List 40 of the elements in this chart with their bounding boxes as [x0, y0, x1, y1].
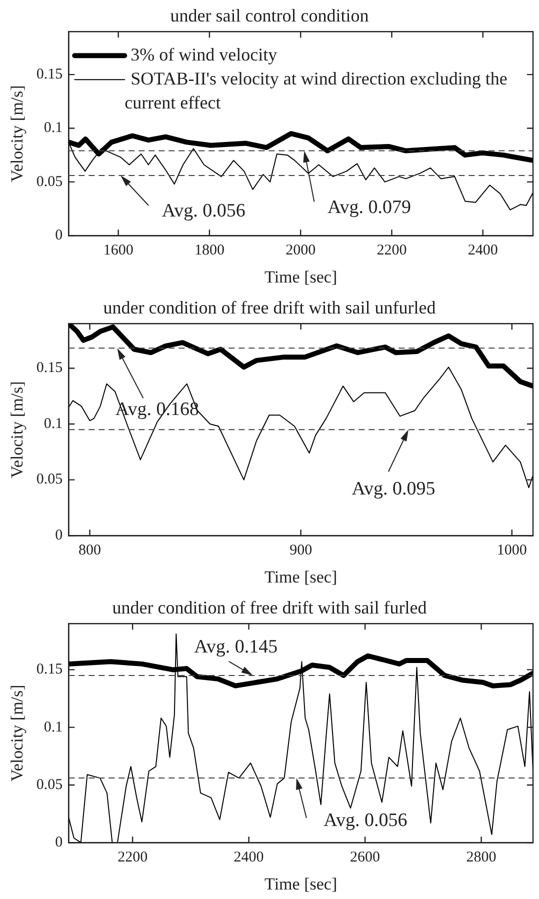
- chart-title: under condition of free drift with sail unfurled: [103, 298, 436, 318]
- y-tick-label: 0.05: [36, 472, 63, 488]
- y-tick-label: 0.15: [36, 66, 63, 82]
- x-tick-label: 1800: [194, 242, 224, 259]
- x-tick-label: 2400: [468, 242, 498, 259]
- x-tick-label: 2800: [466, 850, 496, 866]
- x-axis-title: Time [sec]: [264, 267, 338, 286]
- y-tick-label: 0: [55, 228, 63, 244]
- chart-title: under condition of free drift with sail furled: [112, 598, 427, 618]
- x-tick-label: 1000: [496, 542, 527, 559]
- y-axis-title: Velocity [m/s]: [8, 684, 27, 782]
- annotation: Avg. 0.056: [162, 200, 246, 222]
- y-tick-label: 0.15: [36, 662, 63, 678]
- y-tick-label: 0.15: [36, 360, 63, 376]
- annotation: Avg. 0.079: [327, 196, 412, 218]
- y-tick-label: 0.1: [44, 120, 63, 136]
- x-tick-label: 2200: [118, 850, 148, 866]
- annotation: Avg. 0.056: [324, 810, 408, 832]
- y-axis-title: Velocity [m/s]: [8, 85, 27, 182]
- y-axis-title: Velocity [m/s]: [8, 381, 27, 478]
- x-tick-label: 900: [290, 542, 312, 559]
- x-axis-title: Time [sec]: [264, 567, 338, 586]
- x-tick-label: 2200: [376, 242, 407, 259]
- y-tick-label: 0: [55, 528, 63, 544]
- legend-label: 3% of wind velocity: [130, 44, 278, 64]
- x-tick-label: 2400: [234, 850, 264, 866]
- x-tick-label: 2600: [350, 850, 380, 866]
- legend-label: SOTAB-II's velocity at wind direction excluding the current effect: [124, 68, 508, 112]
- x-tick-label: 1600: [103, 242, 134, 259]
- chart-title: under sail control condition: [170, 6, 369, 26]
- y-tick-label: 0.05: [36, 174, 63, 190]
- y-tick-label: 0.1: [44, 719, 63, 736]
- y-tick-label: 0.1: [44, 416, 63, 432]
- x-tick-label: 2000: [286, 242, 316, 259]
- x-tick-label: 800: [78, 542, 102, 559]
- y-tick-label: 0: [55, 834, 63, 851]
- y-tick-label: 0.05: [36, 776, 63, 793]
- annotation: Avg. 0.095: [352, 478, 436, 500]
- annotation: Avg. 0.145: [194, 636, 278, 658]
- x-axis-title: Time [sec]: [264, 874, 338, 894]
